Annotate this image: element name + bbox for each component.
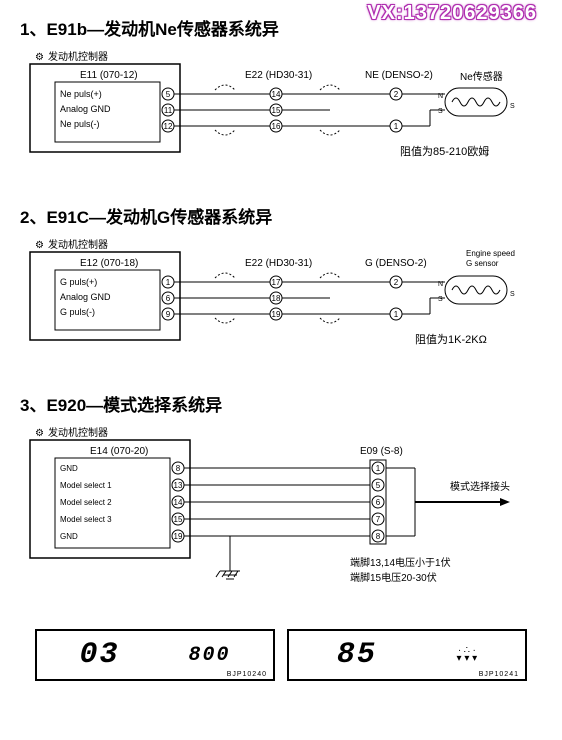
svg-text:Analog GND: Analog GND	[60, 104, 111, 114]
lcd-left-code: BJP10240	[227, 671, 267, 678]
svg-text:NE (DENSO-2): NE (DENSO-2)	[365, 70, 433, 81]
svg-text:Model select 1: Model select 1	[60, 481, 112, 490]
svg-text:G sensor: G sensor	[466, 259, 499, 268]
svg-text:S: S	[510, 291, 515, 298]
svg-text:1: 1	[166, 278, 171, 287]
ctrl-label-1: 发动机控制器	[48, 50, 108, 63]
lcd-left-b: 800	[188, 644, 230, 667]
svg-text:5: 5	[376, 481, 381, 490]
svg-text:N: N	[438, 93, 443, 100]
section-title-3: 3、E920—模式选择系统异	[20, 391, 542, 416]
svg-text:15: 15	[272, 106, 281, 115]
svg-text:S: S	[438, 108, 443, 115]
svg-text:⚙: ⚙	[35, 52, 44, 63]
svg-text:Ne传感器: Ne传感器	[460, 70, 503, 83]
svg-text:G (DENSO-2): G (DENSO-2)	[365, 258, 427, 269]
svg-text:16: 16	[272, 122, 281, 131]
svg-text:17: 17	[272, 278, 281, 287]
lcd-left: 03 800 BJP10240	[35, 629, 275, 681]
svg-text:6: 6	[376, 498, 381, 507]
lcd-right-symbols: ∙ ∴ ∙▾ ▾ ▾	[457, 647, 478, 663]
svg-text:13: 13	[174, 481, 183, 490]
svg-text:模式选择接头: 模式选择接头	[450, 480, 510, 493]
svg-text:6: 6	[166, 294, 171, 303]
svg-text:Analog GND: Analog GND	[60, 292, 111, 302]
svg-text:2: 2	[394, 278, 399, 287]
lcd-right: 85 ∙ ∴ ∙▾ ▾ ▾ BJP10241	[287, 629, 527, 681]
svg-text:8: 8	[176, 464, 181, 473]
svg-text:E14 (070-20): E14 (070-20)	[90, 446, 148, 457]
svg-text:7: 7	[376, 515, 381, 524]
svg-text:19: 19	[174, 532, 183, 541]
svg-text:8: 8	[376, 532, 381, 541]
svg-text:Model select 2: Model select 2	[60, 498, 112, 507]
svg-text:Model select 3: Model select 3	[60, 515, 112, 524]
section-title-2: 2、E91C—发动机G传感器系统异	[20, 203, 542, 228]
svg-text:阻值为1K-2KΩ: 阻值为1K-2KΩ	[415, 333, 487, 346]
diagram-3: ⚙ 发动机控制器 E14 (070-20) GND Model select 1…	[20, 426, 542, 599]
svg-text:1: 1	[394, 122, 399, 131]
svg-text:E22 (HD30-31): E22 (HD30-31)	[245, 70, 312, 81]
svg-text:12: 12	[164, 122, 173, 131]
svg-text:Engine speed: Engine speed	[466, 249, 515, 258]
section-e91b: 1、E91b—发动机Ne传感器系统异 ⚙ 发动机控制器 E11 (070-12)…	[20, 15, 542, 173]
svg-text:⚙: ⚙	[35, 240, 44, 251]
svg-text:11: 11	[164, 106, 173, 115]
svg-text:Ne puls(+): Ne puls(+)	[60, 89, 102, 99]
svg-text:5: 5	[166, 90, 171, 99]
svg-text:发动机控制器: 发动机控制器	[48, 426, 108, 439]
svg-text:阻值为85-210欧姆: 阻值为85-210欧姆	[400, 144, 489, 158]
svg-text:14: 14	[272, 90, 281, 99]
svg-text:G puls(+): G puls(+)	[60, 277, 97, 287]
svg-text:端脚13,14电压小于1伏: 端脚13,14电压小于1伏	[350, 556, 451, 569]
diagram-2: ⚙ 发动机控制器 E12 (070-18) G puls(+) Analog G…	[20, 238, 542, 361]
svg-text:⚙: ⚙	[35, 428, 44, 439]
svg-text:E12 (070-18): E12 (070-18)	[80, 258, 138, 269]
svg-text:Ne puls(-): Ne puls(-)	[60, 119, 100, 129]
lcd-right-code: BJP10241	[479, 671, 519, 678]
svg-text:S: S	[438, 296, 443, 303]
svg-text:GND: GND	[60, 532, 78, 541]
svg-text:GND: GND	[60, 464, 78, 473]
lcd-left-a: 03	[79, 638, 119, 672]
lcd-row: 03 800 BJP10240 85 ∙ ∴ ∙▾ ▾ ▾ BJP10241	[20, 629, 542, 681]
svg-text:1: 1	[394, 310, 399, 319]
svg-text:2: 2	[394, 90, 399, 99]
svg-text:G puls(-): G puls(-)	[60, 307, 95, 317]
watermark: VX:13720629366	[367, 2, 537, 25]
section-e91c: 2、E91C—发动机G传感器系统异 ⚙ 发动机控制器 E12 (070-18) …	[20, 203, 542, 361]
svg-text:E11 (070-12): E11 (070-12)	[80, 70, 138, 81]
svg-text:9: 9	[166, 310, 171, 319]
svg-text:15: 15	[174, 515, 183, 524]
svg-text:N: N	[438, 281, 443, 288]
svg-text:1: 1	[376, 464, 381, 473]
svg-text:端脚15电压20-30伏: 端脚15电压20-30伏	[350, 571, 437, 584]
diagram-1: ⚙ 发动机控制器 E11 (070-12) Ne puls(+) Analog …	[20, 50, 542, 173]
svg-text:S: S	[510, 103, 515, 110]
svg-text:发动机控制器: 发动机控制器	[48, 238, 108, 251]
svg-text:E22 (HD30-31): E22 (HD30-31)	[245, 258, 312, 269]
svg-text:19: 19	[272, 310, 281, 319]
svg-text:E09 (S-8): E09 (S-8)	[360, 446, 403, 457]
lcd-right-a: 85	[337, 638, 377, 672]
svg-text:14: 14	[174, 498, 183, 507]
section-e920: 3、E920—模式选择系统异 ⚙ 发动机控制器 E14 (070-20) GND…	[20, 391, 542, 599]
svg-text:18: 18	[272, 294, 281, 303]
